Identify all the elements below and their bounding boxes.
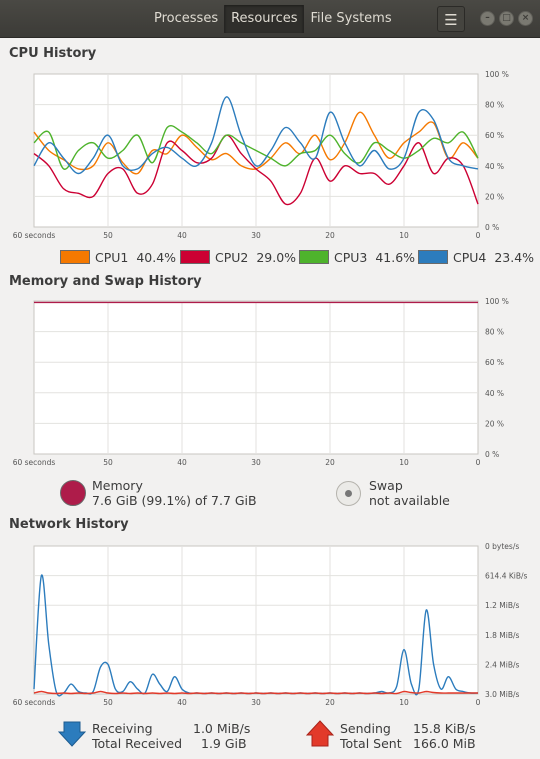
cpu-x-tick-label: 60 seconds bbox=[13, 231, 56, 240]
receiving-rate: 1.0 MiB/s bbox=[193, 721, 251, 736]
cpu1-color-swatch[interactable] bbox=[60, 250, 90, 264]
cpu-history-graph: 60 seconds 50 40 30 20 10 0 100 % 80 % 60 % 40 % 20… bbox=[13, 70, 509, 240]
network-y-tick-label: 3.0 MiB/s bbox=[485, 690, 520, 699]
network-y-tick-label: 1.8 MiB/s bbox=[485, 631, 520, 640]
memory-history-title: Memory and Swap History bbox=[9, 274, 202, 289]
network-y-tick-label: 2.4 MiB/s bbox=[485, 660, 520, 669]
network-x-tick-label: 0 bbox=[476, 698, 481, 707]
memory-x-tick-label: 40 bbox=[177, 458, 187, 467]
total-received-label: Total Received bbox=[92, 736, 183, 751]
cpu-y-tick-label: 0 % bbox=[485, 223, 499, 232]
network-history-title: Network History bbox=[9, 517, 129, 532]
memory-x-tick-label: 10 bbox=[399, 458, 409, 467]
memory-y-tick-label: 20 % bbox=[485, 419, 504, 428]
cpu-x-tick-label: 30 bbox=[251, 231, 261, 240]
cpu3-color-swatch[interactable] bbox=[299, 250, 329, 264]
cpu-series-cpu4 bbox=[33, 96, 479, 175]
swap-color-circle bbox=[336, 481, 361, 506]
network-x-tick-label: 20 bbox=[325, 698, 335, 707]
tab-resources[interactable]: Resources bbox=[224, 5, 305, 33]
memory-y-tick-label: 60 % bbox=[485, 358, 504, 367]
maximize-icon[interactable]: □ bbox=[499, 11, 514, 26]
memory-usage-value: 7.6 GiB (99.1%) of 7.7 GiB bbox=[92, 493, 257, 508]
cpu-y-tick-label: 60 % bbox=[485, 131, 504, 140]
cpu-series-cpu2 bbox=[33, 134, 479, 206]
total-sent-label: Total Sent bbox=[340, 736, 402, 751]
network-y-tick-label: 614.4 KiB/s bbox=[485, 572, 528, 581]
memory-color-circle[interactable] bbox=[60, 480, 86, 506]
cpu-y-tick-label: 40 % bbox=[485, 162, 504, 171]
network-x-tick-label: 50 bbox=[103, 698, 113, 707]
memory-x-tick-label: 20 bbox=[325, 458, 335, 467]
network-y-tick-label: 1.2 MiB/s bbox=[485, 601, 520, 610]
network-x-tick-label: 10 bbox=[399, 698, 409, 707]
sending-rate: 15.8 KiB/s bbox=[413, 721, 476, 736]
sending-label: Sending bbox=[340, 721, 391, 736]
sending-arrow-icon[interactable] bbox=[306, 720, 334, 748]
memory-x-tick-label: 60 seconds bbox=[13, 458, 56, 467]
close-icon[interactable]: × bbox=[518, 11, 533, 26]
cpu-y-tick-label: 80 % bbox=[485, 101, 504, 110]
network-series-sending bbox=[33, 690, 478, 695]
cpu2-color-swatch[interactable] bbox=[180, 250, 210, 264]
cpu4-legend-label: CPU4 23.4% bbox=[453, 250, 535, 265]
hamburger-menu-icon[interactable]: ☰ bbox=[437, 6, 465, 32]
cpu1-legend-label: CPU1 40.4% bbox=[95, 250, 177, 265]
tab-file-systems[interactable]: File Systems bbox=[310, 11, 392, 26]
cpu-x-tick-label: 0 bbox=[476, 231, 481, 240]
memory-y-tick-label: 80 % bbox=[485, 328, 504, 337]
memory-x-tick-label: 30 bbox=[251, 458, 261, 467]
tab-processes[interactable]: Processes bbox=[154, 11, 219, 26]
swap-value: not available bbox=[369, 493, 450, 508]
memory-history-graph: 60 seconds 50 40 30 20 10 0 100 % 80 % 60 % 40 % 20… bbox=[13, 297, 509, 467]
swap-label: Swap bbox=[369, 478, 403, 493]
cpu-x-tick-label: 50 bbox=[103, 231, 113, 240]
network-x-tick-label: 60 seconds bbox=[13, 698, 56, 707]
memory-y-tick-label: 100 % bbox=[485, 297, 509, 306]
swap-dot-icon bbox=[345, 490, 352, 497]
memory-x-tick-label: 0 bbox=[476, 458, 481, 467]
cpu-y-tick-label: 20 % bbox=[485, 192, 504, 201]
cpu-history-title: CPU History bbox=[9, 46, 97, 61]
network-history-graph: 60 seconds 50 40 30 20 10 0 0 bytes/s 614.4 KiB/… bbox=[13, 542, 528, 707]
memory-y-tick-label: 0 % bbox=[485, 450, 499, 459]
memory-y-tick-label: 40 % bbox=[485, 389, 504, 398]
cpu-x-tick-label: 40 bbox=[177, 231, 187, 240]
receiving-label: Receiving bbox=[92, 721, 153, 736]
network-x-tick-label: 40 bbox=[177, 698, 187, 707]
cpu4-color-swatch[interactable] bbox=[418, 250, 448, 264]
cpu2-legend-label: CPU2 29.0% bbox=[215, 250, 297, 265]
network-y-tick-label: 0 bytes/s bbox=[485, 542, 519, 551]
view-switcher: Processes Resources File Systems bbox=[148, 5, 398, 33]
cpu3-legend-label: CPU3 41.6% bbox=[334, 250, 416, 265]
total-received-value: 1.9 GiB bbox=[201, 736, 247, 751]
minimize-icon[interactable]: – bbox=[480, 11, 495, 26]
network-x-tick-label: 30 bbox=[251, 698, 261, 707]
total-sent-value: 166.0 MiB bbox=[413, 736, 476, 751]
memory-x-tick-label: 50 bbox=[103, 458, 113, 467]
memory-label: Memory bbox=[92, 478, 143, 493]
cpu-x-tick-label: 10 bbox=[399, 231, 409, 240]
receiving-arrow-icon[interactable] bbox=[58, 720, 86, 748]
cpu-x-tick-label: 20 bbox=[325, 231, 335, 240]
cpu-y-tick-label: 100 % bbox=[485, 70, 509, 79]
title-bar: Processes Resources File Systems ☰ – □ × bbox=[0, 0, 540, 38]
